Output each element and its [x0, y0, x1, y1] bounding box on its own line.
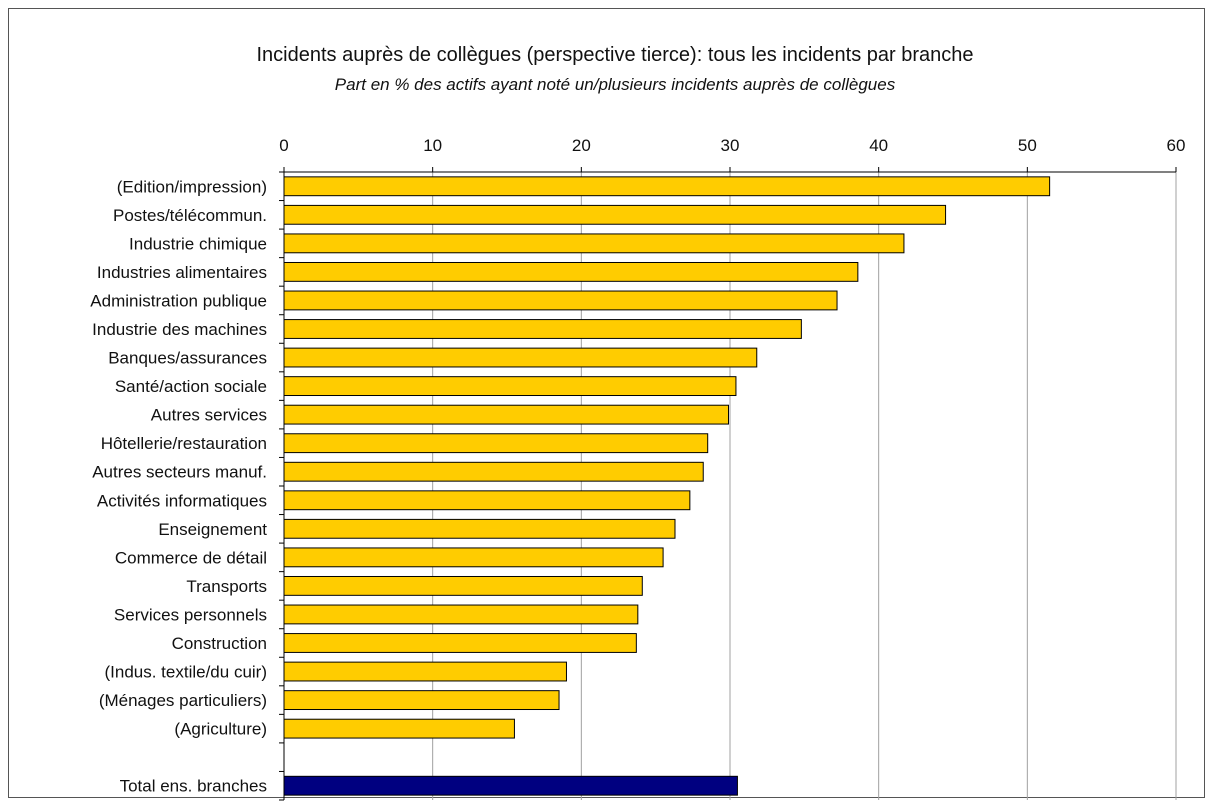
bar [283, 176, 1051, 197]
category-label: Services personnels [114, 605, 267, 624]
bar [283, 690, 560, 711]
category-label: Total ens. branches [120, 777, 267, 796]
bar [283, 633, 637, 653]
bar [283, 347, 758, 368]
bar [283, 319, 802, 339]
bar [283, 404, 730, 425]
x-tick-label: 20 [572, 136, 591, 155]
category-label: Autres secteurs manuf. [92, 463, 267, 482]
category-label: Industrie chimique [129, 234, 267, 253]
category-label: Industrie des machines [92, 320, 267, 339]
bar [283, 433, 709, 454]
category-label: Hôtellerie/restauration [101, 434, 267, 453]
bar [283, 233, 905, 254]
category-label: Enseignement [158, 520, 267, 539]
bar [283, 718, 515, 739]
category-label: Banques/assurances [108, 349, 267, 368]
chart-frame [8, 8, 1205, 798]
category-label: Activités informatiques [97, 491, 267, 510]
category-label: Industries alimentaires [97, 263, 267, 282]
bar [283, 518, 676, 539]
bar [283, 290, 838, 311]
bar [283, 490, 691, 511]
chart-subtitle: Part en % des actifs ayant noté un/plusi… [334, 75, 896, 94]
bar [283, 261, 859, 282]
category-label: Transports [186, 577, 267, 596]
bar-total [283, 775, 738, 796]
bar [283, 604, 639, 625]
category-label: (Indus. textile/du cuir) [104, 663, 267, 682]
x-tick-label: 40 [869, 136, 888, 155]
bar [283, 547, 664, 568]
category-label: Santé/action sociale [115, 377, 267, 396]
category-label: (Edition/impression) [117, 177, 267, 196]
x-tick-label: 30 [721, 136, 740, 155]
bar [283, 575, 643, 596]
category-label: Administration publique [90, 291, 267, 310]
category-label: (Agriculture) [174, 720, 267, 739]
bar [283, 376, 737, 397]
bar [283, 661, 567, 682]
x-tick-label: 0 [279, 136, 288, 155]
x-tick-label: 50 [1018, 136, 1037, 155]
x-tick-label: 10 [423, 136, 442, 155]
x-tick-label: 60 [1167, 136, 1186, 155]
category-label: Postes/télécommun. [113, 206, 267, 225]
category-label: Commerce de détail [115, 548, 267, 567]
bar [283, 204, 947, 225]
bar [283, 461, 704, 482]
category-label: (Ménages particuliers) [99, 691, 267, 710]
category-label: Autres services [151, 406, 267, 425]
chart-title: Incidents auprès de collègues (perspecti… [256, 44, 974, 66]
category-label: Construction [172, 634, 267, 653]
